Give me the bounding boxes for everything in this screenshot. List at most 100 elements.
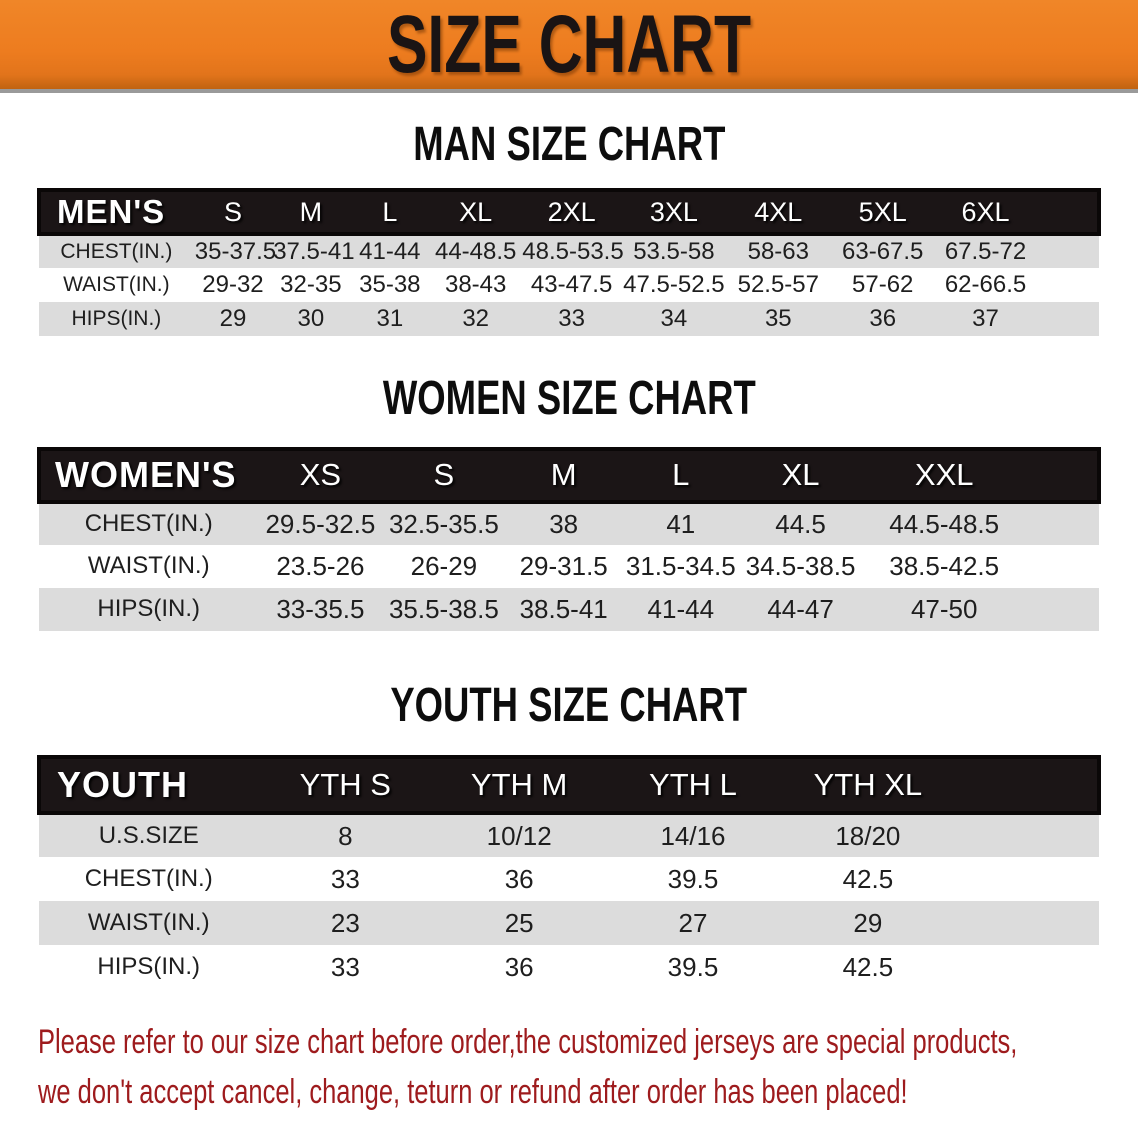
measure-value-cell: 36 (432, 857, 607, 902)
row-label: WAIST(IN.) (39, 268, 194, 303)
measure-value-cell: 23 (258, 901, 433, 946)
measure-value-cell: 52.5-57 (725, 268, 831, 303)
measure-value-cell: 32 (430, 302, 522, 337)
men-size-column-header: 4XL (725, 188, 831, 237)
measure-value-cell: 41-44 (621, 587, 740, 631)
men-section-heading: MAN SIZE CHART (0, 118, 1138, 171)
women-size-column-header: S (382, 446, 506, 504)
spacer-cell (1036, 268, 1099, 303)
row-label: CHEST(IN.) (39, 232, 194, 269)
measure-value-cell: 8 (258, 811, 433, 858)
measure-value-cell: 36 (432, 945, 607, 990)
measure-value-cell: 37.5-41 (272, 232, 355, 269)
women-size-column-header: XS (258, 446, 383, 504)
banner-title: SIZE CHART (386, 0, 752, 90)
measure-value-cell: 23.5-26 (258, 544, 383, 588)
men-size-column-header: L (349, 188, 431, 237)
women-size-column-header: XL (739, 446, 862, 504)
men-header-row: MEN'S S M L XL 2XL 3XL 4XL 5XL 6XL (37, 188, 1101, 237)
youth-size-column-header: YTH M (432, 755, 607, 816)
women-size-column-header: XXL (861, 446, 1027, 504)
men-measure-row: CHEST(IN.) 35-37.5 37.5-41 41-44 44-48.5 48.5… (39, 232, 1099, 269)
youth-measure-row: HIPS(IN.) 33 36 39.5 42.5 (39, 945, 1099, 990)
measure-value-cell: 58-63 (725, 232, 831, 269)
women-header-label: WOMEN'S (36, 446, 259, 504)
men-header-label: MEN'S (37, 188, 194, 237)
measure-value-cell: 44-47 (739, 587, 862, 631)
men-size-column-header: 2XL (521, 188, 622, 237)
men-size-column-header: S (193, 188, 273, 237)
measure-value-cell: 41 (621, 499, 740, 545)
spacer-cell (1026, 544, 1099, 588)
measure-value-cell: 35-38 (349, 268, 431, 303)
youth-measure-row: U.S.SIZE 8 10/12 14/16 18/20 (39, 811, 1099, 858)
spacer-cell (1026, 587, 1099, 631)
men-size-table: MEN'S S M L XL 2XL 3XL 4XL 5XL 6XL CHEST(IN.) 35-37… (37, 188, 1101, 337)
measure-value-cell: 42.5 (779, 945, 956, 990)
youth-measure-row: WAIST(IN.) 23 25 27 29 (39, 901, 1099, 946)
women-measure-row: HIPS(IN.) 33-35.5 35.5-38.5 38.5-41 41-44 44-… (39, 587, 1099, 631)
measure-value-cell: 44.5-48.5 (861, 499, 1027, 545)
measure-value-cell: 33 (521, 302, 622, 337)
measure-value-cell: 63-67.5 (830, 232, 935, 269)
row-label: WAIST(IN.) (39, 901, 259, 946)
men-size-section: MAN SIZE CHART MEN'S S M L XL 2XL 3XL 4XL 5XL 6XL C… (0, 118, 1138, 337)
men-size-column-header: XL (430, 188, 522, 237)
row-label: HIPS(IN.) (39, 587, 259, 631)
measure-value-cell: 34 (621, 302, 726, 337)
row-label: CHEST(IN.) (39, 857, 259, 902)
youth-size-table: YOUTH YTH S YTH M YTH L YTH XL U.S.SIZE 8 10/12… (36, 755, 1102, 990)
measure-value-cell: 39.5 (606, 857, 780, 902)
measure-value-cell: 37 (934, 302, 1037, 337)
measure-value-cell: 29-31.5 (505, 544, 622, 588)
measure-value-cell: 27 (606, 901, 780, 946)
measure-value-cell: 38 (505, 499, 622, 545)
measure-value-cell: 38-43 (430, 268, 522, 303)
measure-value-cell: 10/12 (432, 811, 607, 858)
measure-value-cell: 38.5-41 (505, 587, 622, 631)
section-heading-text: MAN SIZE CHART (412, 118, 726, 171)
spacer-cell (1026, 446, 1102, 504)
size-chart-sections: MAN SIZE CHART MEN'S S M L XL 2XL 3XL 4XL 5XL 6XL C… (0, 118, 1138, 990)
measure-value-cell: 62-66.5 (934, 268, 1037, 303)
men-size-column-header: 3XL (621, 188, 726, 237)
measure-value-cell: 32.5-35.5 (382, 499, 506, 545)
measure-value-cell: 39.5 (606, 945, 780, 990)
measure-value-cell: 14/16 (606, 811, 780, 858)
men-measure-row: WAIST(IN.) 29-32 32-35 35-38 38-43 43-47.5 47.… (39, 268, 1099, 303)
measure-value-cell: 35-37.5 (193, 232, 276, 269)
women-size-column-header: L (621, 446, 740, 504)
spacer-cell (955, 811, 1099, 858)
measure-value-cell: 30 (272, 302, 350, 337)
men-size-column-header: 5XL (830, 188, 935, 237)
measure-value-cell: 47-50 (861, 587, 1027, 631)
women-header-row: WOMEN'S XS S M L XL XXL (36, 446, 1102, 504)
measure-value-cell: 34.5-38.5 (739, 544, 862, 588)
youth-size-column-header: YTH XL (779, 755, 956, 816)
spacer-cell (955, 901, 1099, 946)
measure-value-cell: 44.5 (739, 499, 862, 545)
measure-value-cell: 35 (725, 302, 831, 337)
measure-value-cell: 29-32 (193, 268, 273, 303)
measure-value-cell: 29.5-32.5 (258, 499, 383, 545)
measure-value-cell: 31 (349, 302, 431, 337)
youth-size-column-header: YTH S (258, 755, 433, 816)
youth-section-heading: YOUTH SIZE CHART (0, 680, 1138, 731)
women-size-table: WOMEN'S XS S M L XL XXL CHEST(IN.) 29.5-32.5 32.5… (36, 446, 1102, 631)
youth-measure-row: CHEST(IN.) 33 36 39.5 42.5 (39, 857, 1099, 902)
measure-value-cell: 35.5-38.5 (382, 587, 506, 631)
measure-value-cell: 33-35.5 (258, 587, 383, 631)
measure-value-cell: 31.5-34.5 (621, 544, 740, 588)
women-section-heading: WOMEN SIZE CHART (0, 373, 1138, 424)
women-size-column-header: M (505, 446, 622, 504)
disclaimer-line-1: Please refer to our size chart before or… (38, 1023, 1018, 1062)
men-measure-row: HIPS(IN.) 29 30 31 32 33 34 35 36 37 (39, 302, 1099, 337)
row-label: WAIST(IN.) (39, 544, 259, 588)
measure-value-cell: 57-62 (830, 268, 935, 303)
men-size-column-header: M (272, 188, 350, 237)
spacer-cell (955, 945, 1099, 990)
women-measure-row: WAIST(IN.) 23.5-26 26-29 29-31.5 31.5-34.5 34… (39, 544, 1099, 588)
measure-value-cell: 36 (830, 302, 935, 337)
disclaimer: Please refer to our size chart before or… (38, 1017, 1138, 1117)
measure-value-cell: 48.5-53.5 (521, 232, 624, 269)
